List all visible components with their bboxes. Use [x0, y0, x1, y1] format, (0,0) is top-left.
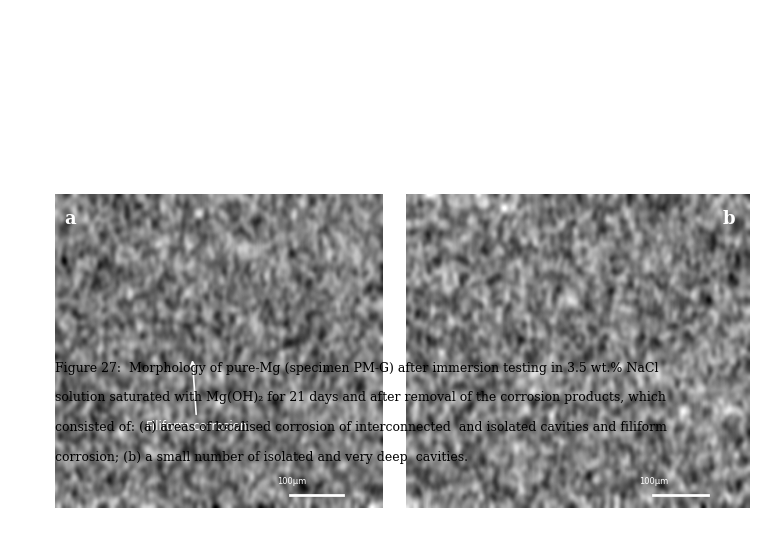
Text: b: b	[722, 210, 735, 228]
Text: corrosion; (b) a small number of isolated and very deep  cavities.: corrosion; (b) a small number of isolate…	[55, 451, 467, 464]
Text: a: a	[65, 210, 76, 228]
Text: Figure 27:  Morphology of pure-Mg (specimen PM-G) after immersion testing in 3.5: Figure 27: Morphology of pure-Mg (specim…	[55, 362, 658, 375]
Text: solution saturated with Mg(OH)₂ for 21 days and after removal of the corrosion p: solution saturated with Mg(OH)₂ for 21 d…	[55, 392, 665, 404]
Text: 100μm: 100μm	[278, 477, 307, 485]
Text: 100μm: 100μm	[639, 477, 668, 485]
Text: Filiform corrosion: Filiform corrosion	[147, 362, 248, 433]
Text: consisted of: (a) areas of localised corrosion of interconnected  and isolated c: consisted of: (a) areas of localised cor…	[55, 421, 666, 434]
